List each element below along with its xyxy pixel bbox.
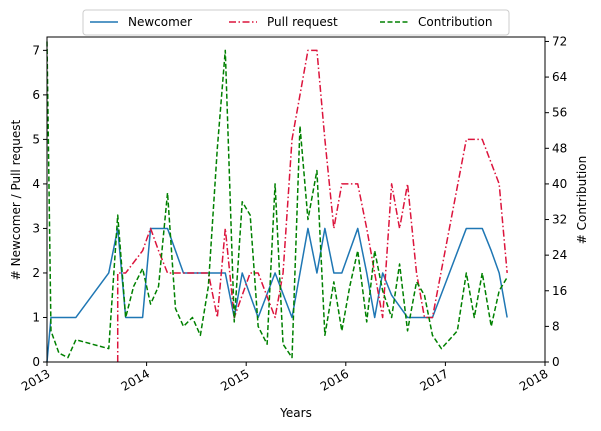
y-axis-right: 0 8 16 24 32 40 48 56 64 72 — [545, 34, 567, 369]
y-right-tick-label: 40 — [552, 177, 567, 191]
y-left-tick-label: 5 — [32, 132, 40, 146]
legend-label-pull-request: Pull request — [267, 15, 338, 29]
y-left-tick-label: 4 — [32, 177, 40, 191]
y-left-tick-label: 1 — [32, 310, 40, 324]
y-right-tick-label: 72 — [552, 34, 567, 48]
legend-box — [82, 9, 510, 36]
y-right-tick-label: 56 — [552, 106, 567, 120]
y-right-tick-label: 8 — [552, 319, 560, 333]
legend: Newcomer Pull request Contribution — [82, 9, 510, 36]
y-right-tick-label: 48 — [552, 141, 567, 155]
plot-lines — [46, 41, 508, 363]
y-left-tick-label: 2 — [32, 266, 40, 280]
y-axis-left: 0 1 2 3 4 5 6 7 — [32, 43, 47, 369]
y-left-tick-label: 3 — [32, 221, 40, 235]
y-axis-right-title: # Contribution — [575, 156, 589, 244]
y-right-tick-label: 64 — [552, 70, 567, 84]
y-right-tick-label: 24 — [552, 248, 567, 262]
series-line-pull-request — [116, 49, 508, 362]
legend-label-newcomer: Newcomer — [128, 15, 192, 29]
y-right-tick-label: 16 — [552, 284, 567, 298]
plot-frame — [46, 36, 546, 363]
series-line-contribution — [46, 41, 508, 359]
legend-label-contribution: Contribution — [418, 15, 493, 29]
y-right-tick-label: 0 — [552, 355, 560, 369]
y-left-tick-label: 7 — [32, 43, 40, 57]
x-axis-title: Years — [279, 406, 312, 420]
y-left-tick-label: 6 — [32, 88, 40, 102]
y-left-tick-label: 0 — [32, 355, 40, 369]
y-right-tick-label: 32 — [552, 213, 567, 227]
y-axis-left-title: # Newcomer / Pull request — [9, 120, 23, 281]
